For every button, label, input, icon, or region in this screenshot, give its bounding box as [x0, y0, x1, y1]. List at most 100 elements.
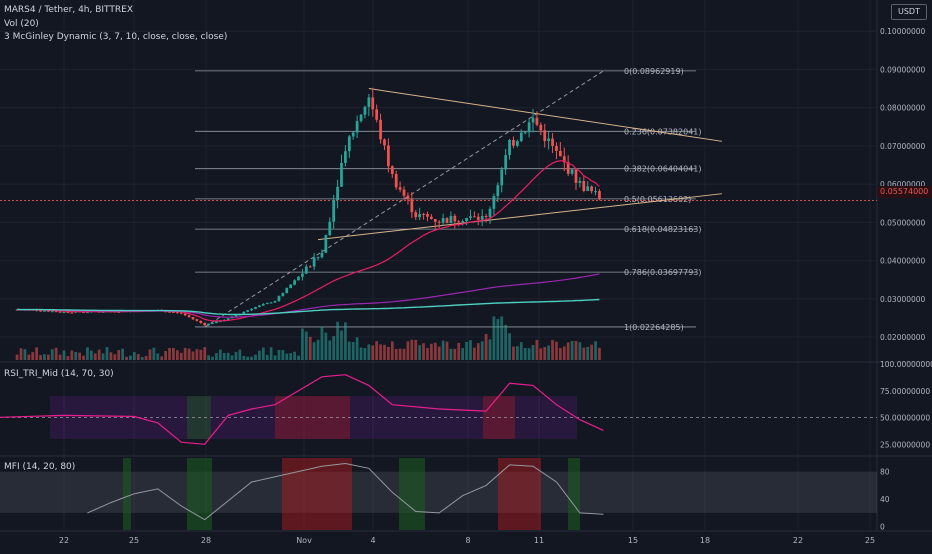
y-tick-label: 0.07000000 — [880, 142, 926, 151]
volume-bar — [23, 349, 27, 360]
volume-bar — [398, 348, 402, 360]
volume-bar — [437, 346, 441, 360]
volume-bar — [332, 336, 336, 360]
volume-bar — [82, 355, 85, 360]
lower-trendline — [317, 193, 723, 241]
mfi-band — [0, 471, 877, 513]
volume-bar — [344, 322, 347, 360]
candle-body — [496, 185, 500, 197]
candle-body — [598, 191, 601, 200]
volume-bar — [594, 341, 597, 360]
volume-bar — [199, 349, 203, 360]
candle-body — [289, 284, 293, 289]
candle-body — [379, 119, 382, 140]
candle-body — [441, 218, 445, 223]
candle-body — [461, 221, 465, 223]
volume-bar — [281, 349, 285, 360]
volume-bar — [293, 351, 296, 360]
candle-body — [304, 266, 308, 274]
candle-body — [43, 310, 46, 312]
candle-body — [336, 186, 339, 201]
currency-button[interactable]: USDT — [891, 4, 927, 20]
mcginley-legend[interactable]: 3 McGinley Dynamic (3, 7, 10, close, clo… — [4, 32, 228, 42]
volume-bar — [261, 347, 265, 360]
mfi-legend[interactable]: MFI (14, 20, 80) — [4, 462, 76, 472]
volume-bar — [164, 350, 167, 360]
candle-body — [500, 169, 504, 186]
candle-body — [527, 122, 531, 133]
volume-bar — [258, 350, 261, 360]
candle-body — [351, 132, 355, 137]
candle-body — [277, 296, 281, 302]
candle-body — [570, 169, 574, 174]
volume-bar — [519, 342, 523, 360]
volume-bar — [328, 340, 332, 360]
y-tick-label: 0.04000000 — [880, 257, 926, 266]
symbol-title[interactable]: MARS4 / Tether, 4h, BITTREX — [4, 5, 133, 15]
volume-bar — [461, 348, 465, 360]
volume-bar — [574, 340, 578, 360]
volume-bar — [175, 350, 179, 360]
candle-body — [535, 117, 539, 125]
volume-bar — [582, 347, 586, 360]
volume-bar — [152, 347, 156, 360]
volume-bar — [566, 342, 570, 360]
volume-bar — [351, 342, 355, 360]
candle-body — [246, 310, 250, 312]
volume-bar — [504, 324, 508, 360]
volume-bar — [195, 349, 199, 360]
volume-bar — [160, 356, 164, 360]
volume-bar — [515, 346, 519, 360]
volume-bar — [101, 353, 105, 360]
volume-bar — [35, 347, 39, 360]
volume-bar — [484, 333, 488, 360]
candle-body — [473, 216, 476, 218]
candle-body — [86, 312, 89, 314]
volume-bar — [222, 353, 226, 360]
volume-bar — [367, 344, 371, 360]
volume-bar — [531, 344, 535, 360]
candle-body — [437, 221, 441, 223]
mfi-y-tick-label: 0 — [880, 523, 885, 532]
volume-bar — [168, 347, 171, 360]
volume-bar — [363, 347, 367, 360]
volume-legend[interactable]: Vol (20) — [4, 19, 39, 29]
volume-bar — [46, 354, 50, 360]
volume-bar — [254, 354, 257, 360]
candle-body — [199, 320, 203, 323]
volume-bar — [144, 355, 148, 360]
volume-bar — [394, 348, 398, 360]
rsi-legend[interactable]: RSI_TRI_Mid (14, 70, 30) — [4, 369, 114, 379]
volume-bar — [476, 343, 480, 360]
candle-body — [465, 217, 468, 222]
volume-bar — [297, 355, 300, 360]
volume-bar — [480, 341, 484, 360]
volume-bar — [246, 356, 250, 360]
volume-bar — [140, 356, 144, 360]
x-tick-label: Nov — [296, 536, 312, 545]
volume-bar — [449, 348, 453, 360]
volume-bar — [289, 353, 293, 360]
candle-body — [58, 311, 62, 313]
volume-bar — [387, 346, 390, 360]
candle-body — [363, 106, 367, 115]
fib-level-label: 0.618(0.04823163) — [624, 225, 702, 234]
candle-body — [215, 321, 218, 324]
volume-bar — [226, 352, 230, 360]
volume-bar — [207, 355, 210, 360]
volume-bar — [555, 341, 558, 360]
candle-body — [297, 276, 300, 281]
candle-body — [355, 121, 359, 133]
upper-trendline — [368, 88, 723, 142]
volume-bar — [269, 347, 273, 360]
volume-bar — [93, 353, 97, 360]
volume-bar — [340, 330, 343, 360]
volume-bar — [347, 341, 351, 360]
candle-body — [426, 214, 429, 217]
candle-body — [539, 124, 543, 131]
volume-bar — [469, 340, 472, 360]
fib-level-label: 1(0.02264285) — [624, 323, 684, 332]
candle-body — [195, 319, 199, 321]
